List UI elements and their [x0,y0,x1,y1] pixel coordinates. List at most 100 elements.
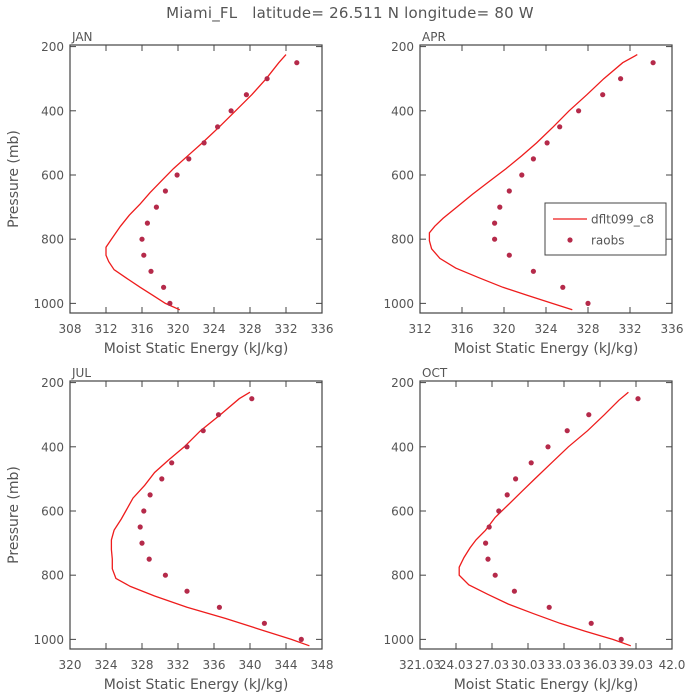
data-point [215,412,222,418]
data-point [586,412,592,418]
x-tick-label: 332 [619,322,642,336]
data-point [576,108,582,114]
data-point [530,268,537,274]
data-point [243,92,249,98]
x-tick-label: 332 [167,658,190,672]
data-point [184,588,190,594]
x-tick-label: 348 [311,658,334,672]
data-point [184,444,190,450]
data-point [492,572,498,578]
data-point [139,540,145,546]
x-tick-label: 316 [451,322,474,336]
y-tick-label: 200 [41,376,64,390]
x-tick-label: 324 [95,658,118,672]
x-tick-label: 320 [167,322,190,336]
data-point [506,252,512,258]
y-tick-label: 200 [41,40,64,54]
data-point [486,524,492,530]
data-point [294,60,300,66]
y-tick-label: 400 [41,440,64,454]
plot-frame [69,44,323,314]
x-tick-label: 336 [203,658,226,672]
panel-apr: APR 312 316 320 324 328 332 336 200 400 600 800 1000… [383,30,683,357]
x-tick-label: 30.03 [511,658,545,672]
data-point [144,220,150,226]
data-point [485,556,491,562]
y-tick-label: 800 [41,569,64,583]
y-tick-label: 400 [391,440,414,454]
data-point [492,236,498,242]
data-point [167,300,173,306]
data-point [618,636,624,643]
data-point [148,268,154,274]
data-point [200,428,206,434]
data-point [635,396,641,402]
legend-box [544,202,667,256]
data-point [496,508,502,514]
y-tick-label: 600 [391,168,414,182]
y-tick-label: 800 [391,569,414,583]
data-point [483,540,489,546]
data-point [169,460,175,466]
plot-frame [419,44,673,314]
data-point [228,108,234,114]
x-tick-label: 344 [275,658,298,672]
data-point [249,396,255,402]
y-axis-label: Pressure (mb) [6,130,22,228]
panel-jan: JAN 308 312 316 320 324 328 332 336 200 400 600 800 1… [6,30,333,357]
data-point [174,172,180,178]
data-point [162,188,168,194]
series-line [105,54,287,311]
data-point [546,604,552,610]
x-tick-label: 308 [59,322,82,336]
data-point [492,220,498,226]
series-line [458,391,632,647]
data-point [146,556,152,562]
data-point [201,140,207,146]
x-tick-label: 27.03 [475,658,509,672]
x-tick-label: 336 [661,322,684,336]
y-tick-label: 200 [391,376,414,390]
y-tick-label: 800 [391,233,414,247]
data-point [544,140,550,146]
data-point [511,588,517,594]
series-line [428,54,638,311]
y-tick-label: 1000 [383,633,414,647]
series-line [110,391,310,647]
x-axis-label: Moist Static Energy (kJ/kg) [454,677,639,693]
data-point [557,124,563,130]
x-tick-label: 312 [409,322,432,336]
x-axis-label: Moist Static Energy (kJ/kg) [454,341,639,357]
legend-entry: dflt099_c8 [591,213,654,227]
y-tick-label: 800 [41,233,64,247]
x-tick-label: 33.03 [547,658,581,672]
data-point [159,476,165,482]
data-point [588,620,594,626]
data-point [137,524,143,530]
x-tick-label: 324 [203,322,226,336]
panel-label: JAN [71,30,93,44]
plot-frame [69,380,323,650]
x-tick-label: 324 [535,322,558,336]
panel-label: OCT [422,366,448,380]
y-axis-label: Pressure (mb) [6,466,22,564]
panel-jul: JUL 320 324 328 332 336 340 344 348 200 400 600 800 1… [6,366,333,693]
x-tick-label: 316 [131,322,154,336]
data-point [528,460,534,466]
data-point [600,92,606,98]
x-tick-label: 336 [311,322,334,336]
panel-label: APR [422,30,446,44]
data-point [513,476,519,482]
data-point [618,76,624,82]
data-point [504,492,510,498]
data-point [564,428,570,434]
y-tick-label: 1000 [33,297,64,311]
x-tick-label: 328 [239,322,262,336]
data-point [186,156,192,162]
data-point [261,620,267,626]
data-point [650,60,656,66]
x-tick-label: 340 [239,658,262,672]
panel-label: JUL [71,366,91,380]
